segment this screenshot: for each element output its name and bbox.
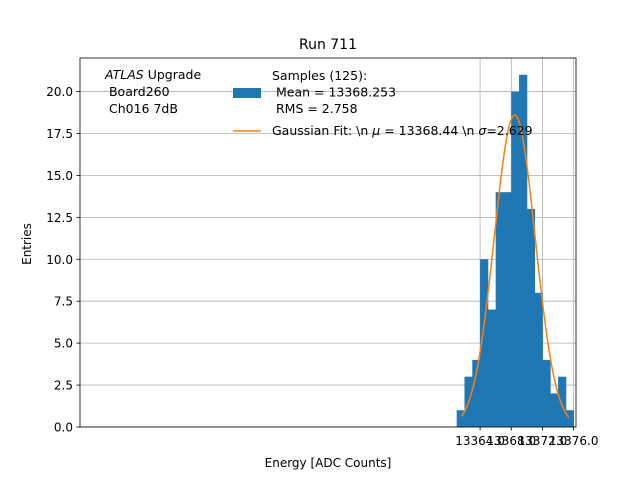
legend-samples-label: Samples (125): Mean = 13368.253 RMS = 2.… bbox=[272, 68, 396, 116]
histogram-bar bbox=[472, 359, 481, 427]
atlas-annotation: ATLAS Upgrade Board260 Ch016 7dB bbox=[104, 67, 201, 116]
histogram-bar bbox=[534, 292, 543, 427]
histogram-bar bbox=[542, 359, 551, 427]
legend-fit-label: Gaussian Fit: \n μ = 13368.44 \n σ=2.629 bbox=[272, 123, 533, 138]
chart-title: Run 711 bbox=[299, 37, 357, 53]
y-tick-label: 2.5 bbox=[54, 379, 73, 393]
annotation-upgrade: Upgrade bbox=[144, 67, 202, 82]
svg-text:ATLAS Upgrade: ATLAS Upgrade bbox=[104, 67, 201, 82]
x-tick-label: 13368.0 bbox=[486, 434, 536, 448]
y-tick-label: 17.5 bbox=[46, 127, 73, 141]
histogram-bar bbox=[487, 309, 497, 427]
gaussian-fit-line bbox=[460, 114, 570, 419]
y-tick-label: 12.5 bbox=[46, 211, 73, 225]
histogram-bar bbox=[565, 410, 575, 427]
y-tick-label: 20.0 bbox=[46, 85, 73, 99]
y-tick-label: 7.5 bbox=[54, 295, 73, 309]
histogram-bar bbox=[511, 91, 520, 427]
y-tick-label: 10.0 bbox=[46, 253, 73, 267]
plot-frame bbox=[79, 57, 577, 428]
annotation-board: Board260 bbox=[105, 84, 170, 99]
y-tick-label: 15.0 bbox=[46, 169, 73, 183]
legend: Samples (125): Mean = 13368.253 RMS = 2.… bbox=[233, 68, 533, 138]
x-tick-label: 13372.0 bbox=[518, 434, 568, 448]
x-tick-label: 13364.0 bbox=[455, 434, 505, 448]
histogram-bar bbox=[480, 259, 489, 427]
y-tick-label: 0.0 bbox=[54, 421, 73, 435]
gaussian-fit-curve bbox=[460, 114, 570, 419]
histogram-bar bbox=[519, 74, 528, 427]
y-tick-label: 5.0 bbox=[54, 337, 73, 351]
x-tick-label: 13376.0 bbox=[549, 434, 599, 448]
y-axis-label: Entries bbox=[20, 223, 34, 265]
histogram-bar bbox=[526, 208, 536, 427]
annotation-atlas: ATLAS bbox=[104, 67, 144, 82]
histogram-bar bbox=[456, 410, 465, 427]
histogram-bar bbox=[495, 192, 504, 427]
legend-samples-swatch bbox=[233, 88, 261, 98]
histogram-bar bbox=[503, 192, 512, 427]
histogram-bar bbox=[558, 376, 567, 427]
histogram-bar bbox=[550, 393, 559, 427]
x-axis-label: Energy [ADC Counts] bbox=[265, 456, 392, 470]
annotation-channel: Ch016 7dB bbox=[105, 101, 178, 116]
